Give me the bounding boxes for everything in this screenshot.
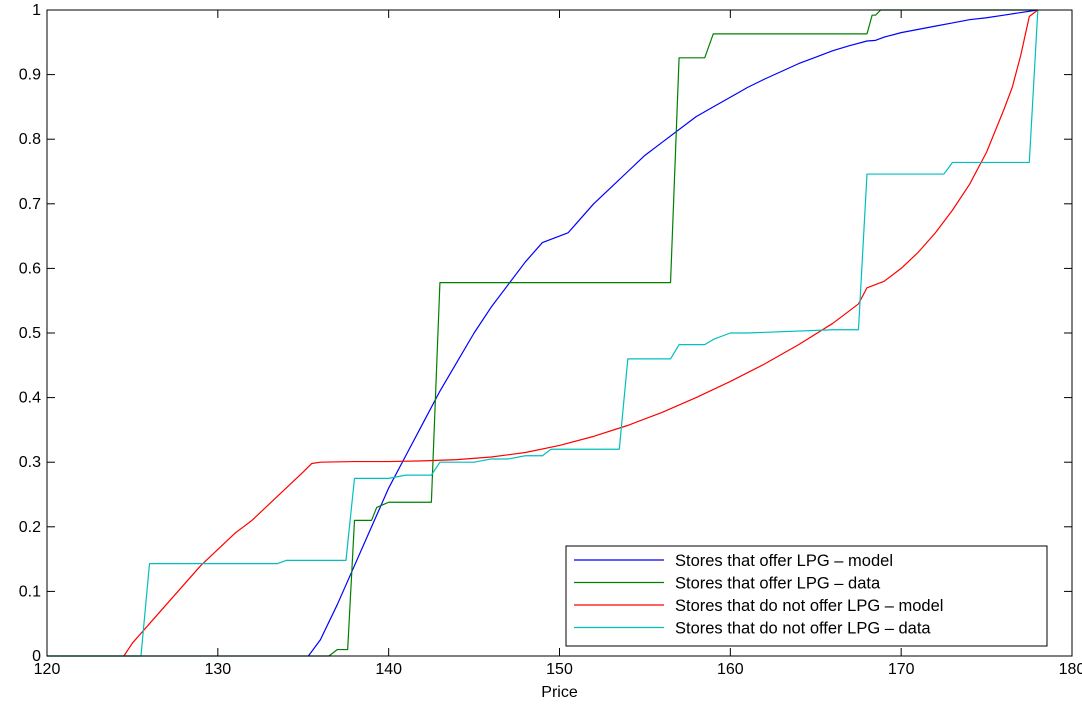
y-tick-label: 0.2: [19, 519, 41, 536]
series-line-2: [47, 9, 1038, 657]
x-tick-label: 120: [34, 661, 61, 678]
series-line-3: [123, 9, 1039, 657]
legend: Stores that offer LPG – model Stores that…: [565, 545, 1048, 647]
legend-entry-label: Stores that do not offer LPG – data: [675, 620, 931, 638]
y-tick-label: 0.6: [19, 260, 41, 277]
x-axis-label: Price: [541, 684, 578, 701]
x-tick-label: 170: [888, 661, 915, 678]
y-tick-label: 0.9: [19, 67, 41, 84]
x-tick-label: 130: [204, 661, 231, 678]
y-tick-label: 0.3: [19, 454, 41, 471]
x-tick-label: 160: [717, 661, 744, 678]
series-line-4: [47, 9, 1039, 657]
series-layer: [47, 9, 1039, 657]
legend-entry-label: Stores that do not offer LPG – model: [675, 597, 943, 615]
x-tick-label: 150: [546, 661, 573, 678]
legend-box: [565, 545, 1048, 647]
y-tick-label: 0: [32, 648, 41, 665]
x-tick-label: 180: [1059, 661, 1082, 678]
y-tick-label: 0.7: [19, 196, 41, 213]
legend-entry-label: Stores that offer LPG – model: [675, 552, 893, 570]
y-tick-label: 0.8: [19, 131, 41, 148]
y-tick-label: 1: [32, 2, 41, 19]
legend-entry-label: Stores that offer LPG – data: [675, 575, 881, 593]
y-tick-label: 0.4: [19, 390, 41, 407]
y-tick-label: 0.1: [19, 583, 41, 600]
axis-ticks: 120 130 140 150 160 170 180 0 0.1 0.2 0.3 0.4 0.5 0.6…: [19, 2, 1082, 678]
y-tick-label: 0.5: [19, 325, 41, 342]
x-tick-label: 140: [375, 661, 402, 678]
series-line-1: [307, 9, 1038, 657]
